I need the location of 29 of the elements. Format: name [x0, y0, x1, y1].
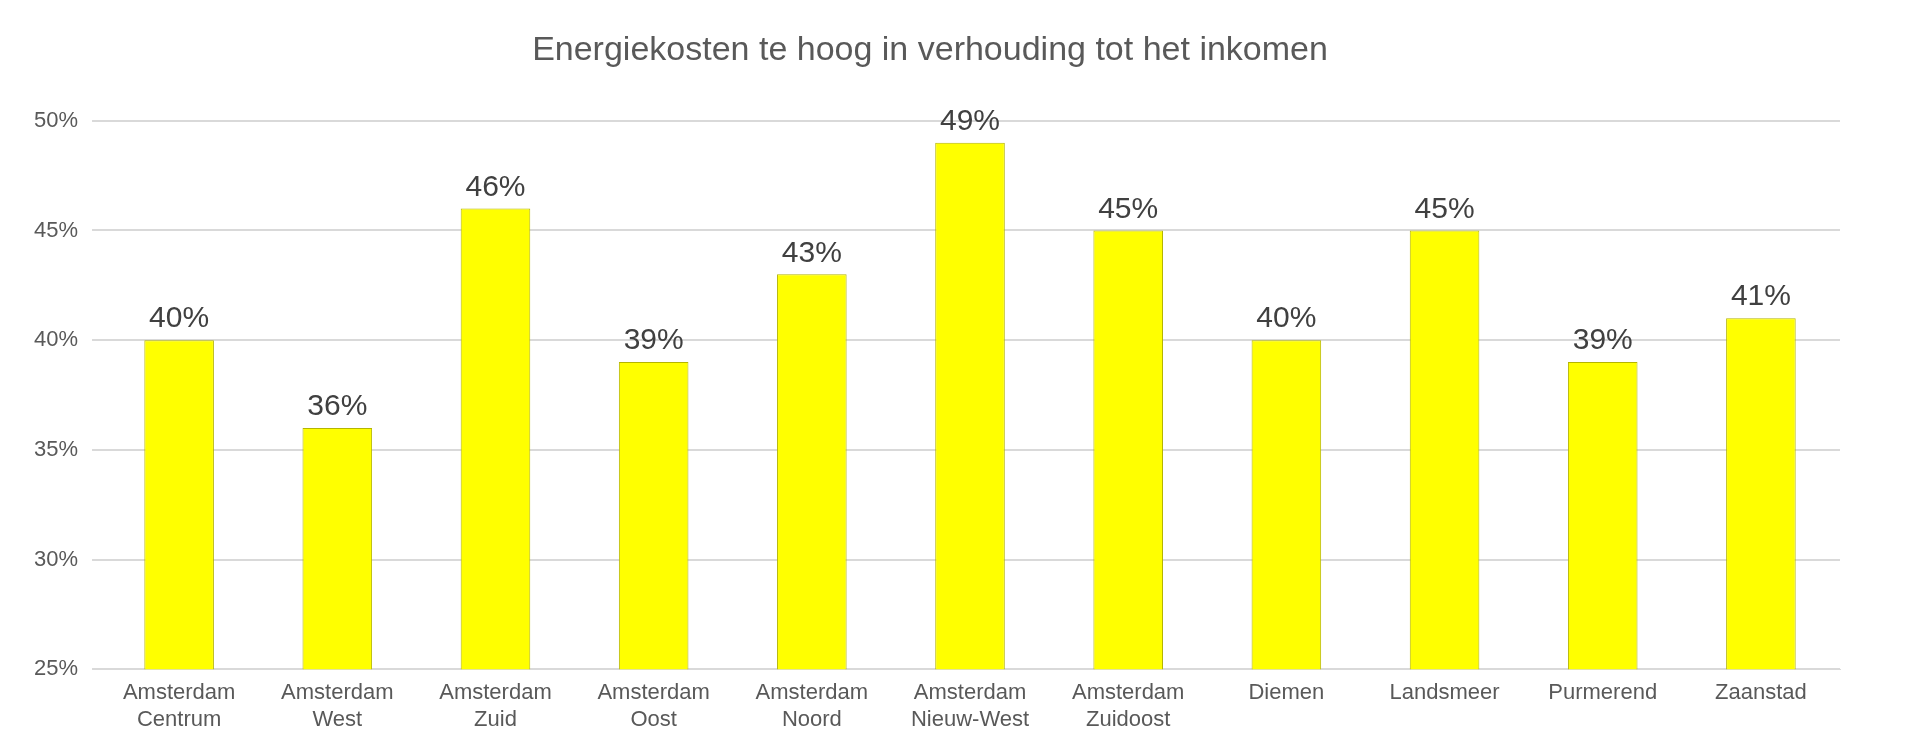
y-tick-label: 35%: [33, 435, 79, 461]
data-label: 46%: [465, 168, 526, 202]
x-tick-label: Amsterdam Zuidoost: [1071, 679, 1185, 731]
y-tick-label: 40%: [33, 326, 79, 352]
data-label: 43%: [781, 234, 842, 268]
x-tick-label: Amsterdam Centrum: [122, 679, 236, 731]
x-tick-label: Amsterdam Zuid: [439, 679, 552, 731]
data-label: 41%: [1730, 278, 1791, 312]
x-tick-label: Purmerend: [1548, 679, 1658, 705]
x-tick-label: Diemen: [1248, 679, 1325, 705]
x-tick-label: Landsmeer: [1389, 679, 1500, 705]
y-tick-label: 30%: [33, 545, 79, 571]
data-label: 49%: [939, 103, 1001, 136]
data-label: 45%: [1098, 190, 1159, 224]
data-label: 39%: [623, 322, 684, 356]
chart-title: Energiekosten te hoog in verhouding tot het inkomen: [532, 28, 1328, 67]
data-label: 40%: [149, 300, 210, 334]
x-tick-label: Amsterdam Oost: [597, 679, 710, 731]
x-tick-label: Amsterdam West: [281, 679, 394, 731]
x-tick-label: Amsterdam Nieuw-West: [910, 679, 1030, 731]
data-label: 39%: [1572, 322, 1633, 356]
x-tick-label: Amsterdam Noord: [755, 679, 869, 731]
y-tick-label: 50%: [33, 106, 79, 132]
data-label: 45%: [1414, 190, 1475, 224]
x-tick-label: Zaanstad: [1715, 679, 1807, 705]
y-tick-label: 25%: [33, 655, 79, 681]
data-label: 36%: [307, 388, 368, 422]
data-label: 40%: [1256, 300, 1317, 334]
y-tick-label: 45%: [33, 216, 79, 242]
